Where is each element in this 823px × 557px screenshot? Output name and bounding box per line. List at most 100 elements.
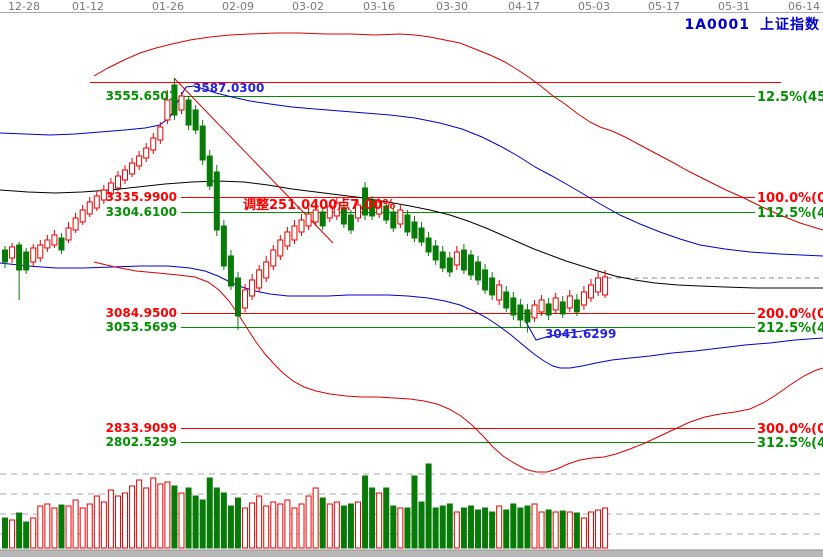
candle-body [86, 201, 93, 215]
volume-bar [552, 511, 559, 549]
volume-bar [9, 519, 16, 549]
volume-bar [107, 489, 114, 549]
candle-body [79, 209, 86, 223]
candle-body [136, 155, 143, 167]
volume-bar [446, 503, 453, 549]
volume-bar [23, 521, 30, 549]
volume-bar [284, 499, 291, 549]
candle-body [369, 199, 376, 217]
candle-body [234, 277, 241, 317]
candle-body [460, 249, 467, 271]
volume-bar [580, 517, 587, 549]
candle-body [185, 99, 192, 126]
candle-body [397, 209, 404, 225]
volume-bar [143, 487, 150, 549]
candle-body [143, 147, 150, 159]
candle-body [602, 276, 609, 296]
candle-body [58, 237, 65, 251]
lower-band-red [93, 261, 823, 473]
gann-pct-label: 200.0%(0) [757, 307, 823, 322]
mid-band-black [0, 180, 823, 289]
candle-body [192, 109, 199, 131]
date-tick-label: 05-03 [578, 0, 610, 13]
candle-body [538, 299, 545, 313]
volume-bar [326, 503, 333, 549]
volume-bar [58, 504, 65, 549]
price-label-left: 2802.5299 [106, 435, 177, 449]
price-label-left: 3084.9500 [106, 306, 177, 320]
volume-bar [114, 495, 121, 549]
volume-bar [242, 507, 249, 549]
candle-body [178, 95, 185, 111]
candle-body [263, 261, 270, 279]
volume-bar [227, 505, 234, 549]
candle-body [418, 227, 425, 243]
candle-body [425, 237, 432, 253]
volume-bar [150, 477, 157, 549]
candle-body [242, 289, 249, 309]
candle-body [432, 245, 439, 261]
volume-bar [185, 487, 192, 549]
candle-body [298, 219, 305, 233]
volume-bar [397, 507, 404, 549]
date-tick-label: 12-28 [8, 0, 40, 13]
date-tick-label: 01-12 [72, 0, 104, 13]
lower-band-blue [0, 262, 823, 369]
candle-body [100, 189, 107, 201]
volume-bar [340, 505, 347, 549]
volume-bar [270, 501, 277, 549]
volume-bar [164, 481, 171, 549]
candle-body [545, 303, 552, 316]
volume-bar [16, 512, 23, 549]
candle-body [37, 244, 44, 259]
candle-body [65, 227, 72, 241]
candle-body [559, 301, 566, 315]
candle-body [44, 239, 51, 249]
volume-bar [157, 483, 164, 549]
volume-bar [453, 511, 460, 549]
candle-body [489, 277, 496, 296]
volume-bar [234, 497, 241, 549]
volume-bar [37, 505, 44, 549]
date-tick-label: 04-17 [508, 0, 540, 13]
candle-body [496, 284, 503, 301]
volume-bar [383, 487, 390, 549]
candle-body [51, 234, 58, 246]
candle-body [249, 279, 256, 297]
candle-body [595, 277, 602, 293]
candle-body [566, 295, 573, 309]
candle-body [171, 84, 178, 116]
low-marker-polyline [525, 321, 599, 341]
volume-bar [298, 503, 305, 549]
price-label-left: 3304.6100 [106, 205, 177, 219]
candle-body [390, 211, 397, 229]
candle-body [482, 269, 489, 291]
candle-body [467, 254, 474, 276]
volume-bar [86, 503, 93, 549]
candle-body [206, 155, 213, 187]
volume-bar [199, 499, 206, 549]
candle-body [150, 137, 157, 151]
volume-bar [595, 509, 602, 549]
candle-body [552, 297, 559, 311]
price-label-left: 3335.9900 [106, 190, 177, 204]
candle-body [213, 171, 220, 231]
symbol-title: 1A0001 上证指数 [684, 14, 820, 34]
volume-bar [263, 505, 270, 549]
candle-body [333, 202, 340, 217]
candle-body [326, 205, 333, 219]
date-tick-label: 06-14 [788, 0, 820, 13]
candle-body [93, 195, 100, 209]
bottom-strip [0, 550, 823, 557]
candle-body [157, 126, 164, 141]
candle-body [362, 187, 369, 216]
volume-bar [30, 517, 37, 549]
volume-bar [538, 511, 545, 549]
candle-body [270, 249, 277, 267]
date-tick-label: 05-17 [648, 0, 680, 13]
candle-body [383, 205, 390, 221]
volume-bar [277, 503, 284, 549]
candle-body [305, 213, 312, 227]
